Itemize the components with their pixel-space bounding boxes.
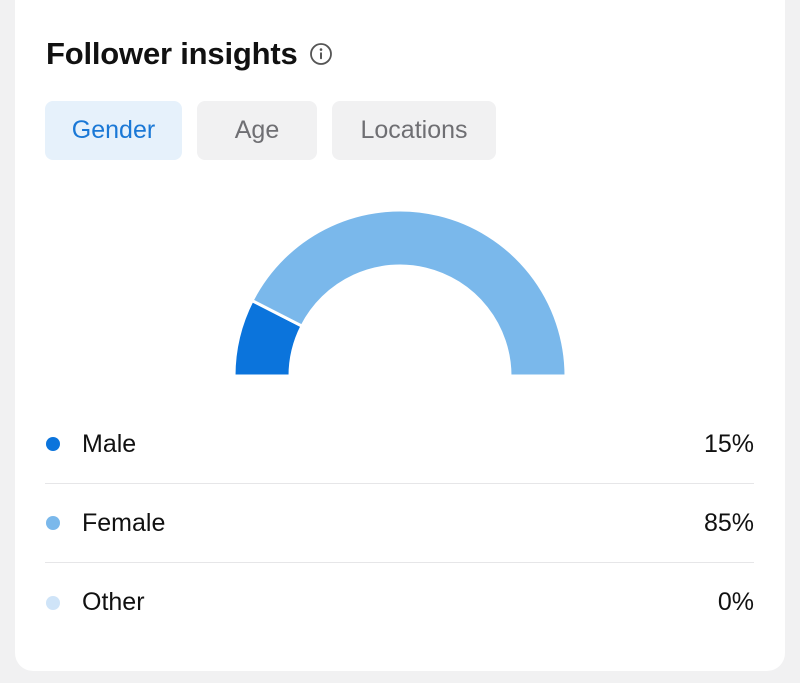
tab-locations[interactable]: Locations: [332, 101, 496, 160]
legend-item-other: Other 0%: [45, 563, 754, 642]
gender-legend: Male 15% Female 85% Other 0%: [45, 405, 754, 642]
legend-item-male: Male 15%: [45, 405, 754, 484]
tab-gender[interactable]: Gender: [45, 101, 182, 160]
card-title: Follower insights: [46, 36, 298, 71]
legend-label: Female: [82, 508, 166, 537]
legend-label: Male: [82, 429, 137, 458]
donut-segment-female: [250, 208, 568, 378]
legend-item-female: Female 85%: [45, 484, 754, 563]
legend-value: 15%: [703, 429, 754, 458]
male-color-dot: [46, 437, 60, 451]
female-color-dot: [46, 516, 60, 530]
legend-value: 85%: [703, 508, 754, 537]
legend-value: 0%: [717, 588, 754, 616]
legend-label: Other: [82, 588, 145, 616]
other-color-dot: [46, 595, 60, 610]
insight-tabs: Gender Age Locations: [45, 101, 496, 160]
card-header: Follower insights: [46, 34, 333, 74]
tab-age[interactable]: Age: [197, 101, 317, 160]
gender-half-donut-chart: [232, 208, 568, 378]
info-circle-icon[interactable]: [309, 42, 333, 66]
